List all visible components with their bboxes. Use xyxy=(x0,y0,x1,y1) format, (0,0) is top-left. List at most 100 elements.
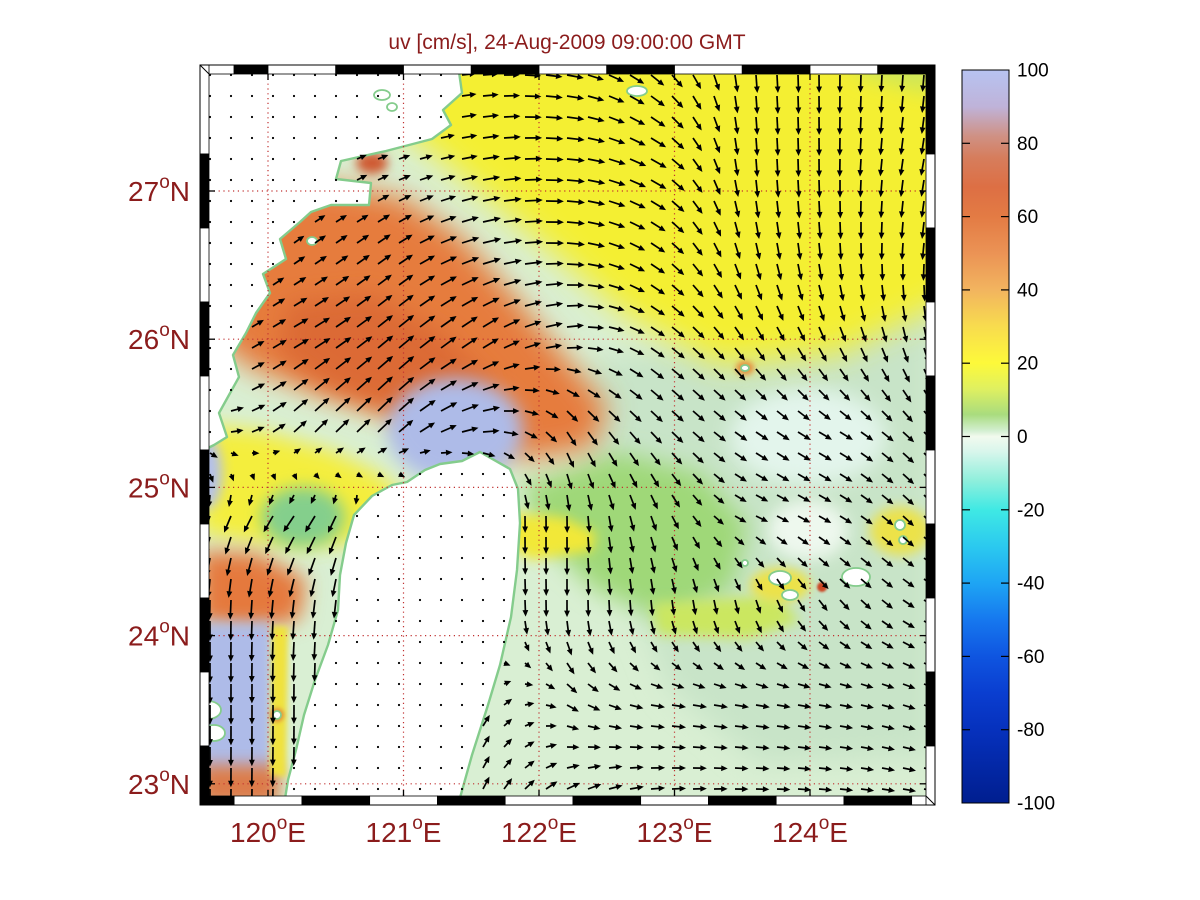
velocity-arrow xyxy=(440,195,457,202)
velocity-arrow xyxy=(797,724,812,730)
velocity-arrow xyxy=(293,277,307,286)
velocity-arrow xyxy=(225,557,232,577)
land-grid-dot xyxy=(250,157,254,161)
velocity-arrow xyxy=(671,137,685,150)
land-grid-dot xyxy=(460,661,464,665)
land-grid-dot xyxy=(334,73,338,77)
axis-tick-label: 26oN xyxy=(128,320,190,355)
velocity-arrow xyxy=(398,254,413,265)
velocity-arrow xyxy=(608,116,625,124)
velocity-arrow xyxy=(314,276,328,286)
land-grid-dot xyxy=(439,598,443,602)
velocity-arrow xyxy=(565,494,572,512)
land-grid-dot xyxy=(229,283,233,287)
velocity-arrow xyxy=(524,701,535,708)
frame-left-segment xyxy=(199,671,210,747)
land-grid-dot xyxy=(271,157,275,161)
land-grid-dot xyxy=(439,535,443,539)
land-grid-dot xyxy=(355,787,359,791)
velocity-arrow xyxy=(837,180,843,198)
velocity-arrow xyxy=(503,452,516,460)
velocity-arrow xyxy=(246,557,253,576)
velocity-arrow xyxy=(839,703,854,710)
velocity-arrow xyxy=(227,494,233,507)
islet xyxy=(768,570,792,586)
velocity-arrow xyxy=(629,703,644,710)
velocity-arrow xyxy=(503,718,513,727)
velocity-arrow xyxy=(881,745,895,752)
velocity-arrow xyxy=(818,452,832,461)
velocity-arrow xyxy=(566,367,582,374)
land-grid-dot xyxy=(229,73,233,77)
velocity-arrow xyxy=(691,599,698,616)
velocity-arrow xyxy=(902,347,909,363)
land-grid-dot xyxy=(481,556,485,560)
velocity-arrow xyxy=(650,158,667,168)
land-grid-dot xyxy=(439,493,443,497)
velocity-arrow xyxy=(440,336,457,349)
land-grid-dot xyxy=(376,73,380,77)
speed-region-mid-green-east xyxy=(522,453,748,621)
velocity-arrow xyxy=(878,137,884,156)
land-grid-dot xyxy=(460,556,464,560)
velocity-arrow xyxy=(734,326,745,341)
velocity-arrow xyxy=(314,297,329,307)
velocity-arrow xyxy=(607,536,614,554)
velocity-arrow xyxy=(608,410,621,422)
land-grid-dot xyxy=(418,73,422,77)
velocity-arrow xyxy=(524,239,544,245)
velocity-arrow xyxy=(776,263,783,281)
velocity-arrow xyxy=(545,219,564,226)
velocity-arrow xyxy=(733,137,740,156)
land-grid-dot xyxy=(355,745,359,749)
velocity-arrow xyxy=(671,326,685,338)
velocity-arrow xyxy=(692,431,705,443)
land-grid-dot xyxy=(439,472,443,476)
velocity-arrow xyxy=(881,557,894,567)
land-grid-dot xyxy=(208,346,212,350)
land-grid-dot xyxy=(418,577,422,581)
velocity-arrow xyxy=(650,137,667,148)
land-grid-dot xyxy=(460,493,464,497)
velocity-arrow xyxy=(755,599,762,614)
velocity-arrow xyxy=(692,452,704,464)
islet xyxy=(741,559,749,567)
land-grid-dot xyxy=(418,136,422,140)
velocity-arrow xyxy=(755,410,768,421)
velocity-arrow xyxy=(797,347,807,362)
land-grid-dot xyxy=(439,514,443,518)
land-grid-dot xyxy=(355,682,359,686)
velocity-arrow xyxy=(859,284,866,302)
velocity-arrow xyxy=(734,389,747,401)
land-grid-dot xyxy=(334,724,338,728)
land-grid-dot xyxy=(271,241,275,245)
land-grid-dot xyxy=(313,178,317,182)
velocity-arrow xyxy=(902,745,916,752)
velocity-arrow xyxy=(713,284,723,299)
velocity-arrow xyxy=(816,158,823,178)
velocity-arrow xyxy=(606,599,613,617)
velocity-arrow xyxy=(228,705,234,725)
velocity-arrow xyxy=(335,296,351,307)
velocity-arrow xyxy=(314,397,330,412)
land-grid-dot xyxy=(334,787,338,791)
velocity-arrow xyxy=(898,137,905,156)
velocity-arrow xyxy=(503,113,521,120)
velocity-arrow xyxy=(272,401,287,412)
land-grid-dot xyxy=(208,430,212,434)
land-grid-dot xyxy=(229,325,233,329)
map-frame xyxy=(199,64,936,806)
velocity-arrow xyxy=(734,452,748,462)
velocity-arrow xyxy=(565,620,572,637)
velocity-arrow xyxy=(713,368,726,381)
velocity-arrow xyxy=(898,158,905,177)
velocity-arrow xyxy=(857,200,864,219)
velocity-arrow xyxy=(734,765,749,772)
velocity-arrow xyxy=(248,641,255,662)
velocity-arrow xyxy=(585,599,592,617)
land-grid-dot xyxy=(292,178,296,182)
velocity-arrow xyxy=(734,494,747,503)
velocity-arrow xyxy=(902,410,913,423)
land-grid-dot xyxy=(376,94,380,98)
velocity-arrow xyxy=(898,116,905,135)
